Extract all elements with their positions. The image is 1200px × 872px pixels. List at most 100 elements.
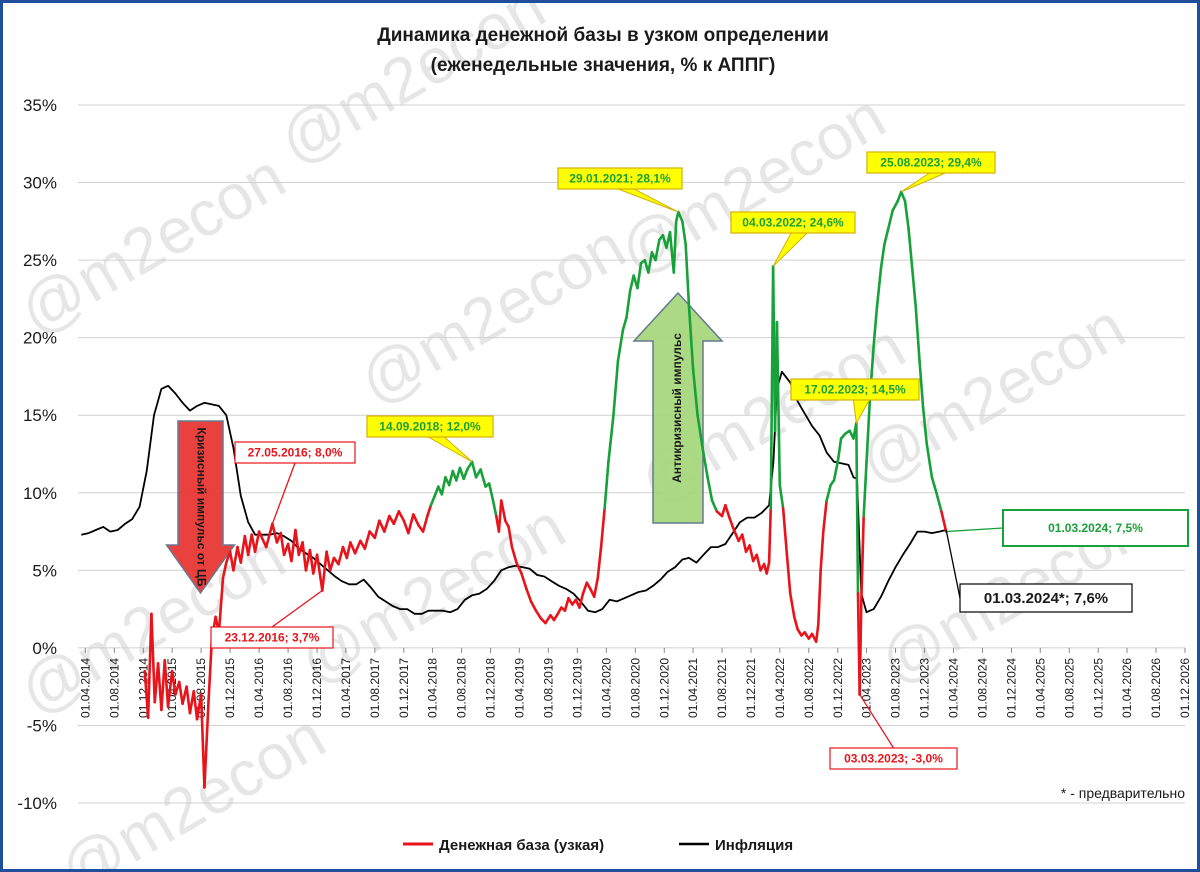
series-segment: [185, 685, 192, 715]
annotation-label: 14.09.2018; 12,0%: [379, 420, 481, 434]
series-segment: [872, 305, 879, 347]
legend: Денежная база (узкая) Инфляция: [403, 837, 793, 854]
series-segment: [781, 506, 789, 557]
series-segment: [166, 669, 174, 709]
y-tick-label: 25%: [23, 251, 57, 270]
annotation-box: [866, 151, 996, 174]
series-segment: [264, 522, 274, 549]
annotation-label: 04.03.2022; 24,6%: [742, 216, 844, 230]
anticrisis-arrow: Антикризисный импульс: [632, 291, 724, 524]
x-tick-label: 01.08.2017: [368, 658, 382, 718]
series-segment: [672, 220, 678, 274]
x-tick-label: 01.12.2024: [1005, 658, 1019, 718]
series-segment: [792, 615, 799, 631]
series-segment: [507, 525, 514, 549]
series-segment: [701, 444, 709, 479]
annotation-box: [234, 441, 356, 464]
series-segment: [373, 519, 381, 540]
x-tick-label: 01.04.2024: [947, 658, 961, 718]
series-segment: [294, 528, 301, 557]
x-tick-label: 01.12.2026: [1178, 658, 1192, 718]
annotation-a1: 27.05.2016; 8,0%: [234, 441, 356, 525]
series-segment: [499, 499, 507, 522]
series-segment: [775, 320, 782, 487]
series-segment: [899, 190, 907, 203]
annotation-a6: 17.02.2023; 14,5%: [790, 378, 920, 425]
series-segment: [345, 541, 352, 560]
annotation-leader: [271, 462, 296, 525]
series-segment: [239, 534, 247, 564]
series-segment: [462, 468, 469, 481]
series-segment: [271, 522, 279, 544]
footnote: * - предварительно: [1061, 785, 1185, 801]
series-segment: [592, 576, 600, 599]
x-tick-label: 01.12.2021: [744, 658, 758, 718]
x-tick-label: 01.12.2019: [570, 658, 584, 718]
x-tick-label: 01.12.2025: [1091, 658, 1105, 718]
series-segment: [177, 680, 184, 706]
series-segment: [510, 545, 518, 564]
series-inflation-line: [81, 370, 947, 615]
series-segment: [836, 437, 843, 464]
series-segment: [578, 592, 585, 609]
series-segment: [563, 596, 570, 612]
series-segment: [788, 592, 796, 619]
series-segment: [855, 421, 860, 595]
series-segment: [257, 530, 268, 549]
watermark-text: @m2econ: [7, 140, 296, 349]
annotation-box: [1002, 509, 1189, 547]
series-segment: [814, 623, 820, 643]
series-segment: [221, 561, 228, 580]
x-tick-label: 01.08.2024: [976, 658, 990, 718]
series-segment: [625, 289, 632, 319]
series-segment: [907, 227, 914, 270]
series-segment: [628, 274, 635, 293]
y-tick-label: 5%: [32, 561, 57, 580]
annotation-box: [210, 626, 334, 649]
x-tick-label: 01.08.2025: [1062, 658, 1076, 718]
y-tick-label: -10%: [17, 794, 57, 813]
arrow-label: Антикризисный импульс: [670, 333, 684, 483]
series-segment: [440, 475, 447, 496]
x-tick-label: 01.12.2017: [397, 658, 411, 718]
series-segment: [636, 261, 643, 290]
series-segment: [412, 513, 420, 527]
y-tick-label: 15%: [23, 406, 57, 425]
annotation-box: [557, 167, 683, 190]
series-segment: [825, 483, 832, 502]
annotation-a10: 01.03.2024*; 7,6%: [945, 529, 1133, 613]
series-segment: [349, 541, 357, 555]
annotation-label: 23.12.2016; 3,7%: [225, 631, 320, 645]
series-segment: [654, 238, 661, 262]
annotation-label: 25.08.2023; 29,4%: [880, 156, 982, 170]
series-segment: [337, 545, 345, 566]
chart-title: Динамика денежной базы в узком определен…: [377, 25, 829, 46]
y-tick-label: 10%: [23, 484, 57, 503]
series-segment: [163, 658, 170, 709]
series-segment: [728, 516, 736, 532]
series-segment: [308, 548, 315, 575]
annotation-label: 27.05.2016; 8,0%: [248, 446, 343, 460]
series-segment: [778, 483, 785, 510]
annotation-label: 03.03.2023; -3,0%: [844, 752, 943, 766]
annotation-label: 29.01.2021; 28,1%: [569, 172, 671, 186]
series-segment: [328, 556, 336, 572]
series-segment: [921, 406, 928, 445]
series-segment: [497, 499, 503, 533]
series-segment: [325, 550, 332, 572]
series-segment: [232, 545, 239, 572]
annotation-a9: 01.03.2024; 7,5%: [946, 509, 1189, 547]
series-segment: [397, 510, 406, 522]
series-segment: [150, 612, 157, 704]
annotation-label: 01.03.2024; 7,5%: [1048, 521, 1143, 535]
series-segment: [860, 514, 865, 603]
series-segment: [603, 460, 610, 510]
x-tick-label: 01.04.2018: [426, 658, 440, 718]
annotation-a4: 29.01.2021; 28,1%: [557, 167, 683, 213]
series-segment: [515, 561, 523, 575]
annotation-a2: 23.12.2016; 3,7%: [210, 589, 334, 649]
series-segment: [447, 469, 455, 487]
arrow-label: Кризисный импульс от ЦБ: [194, 428, 208, 587]
annotation-pointer: [852, 399, 871, 425]
